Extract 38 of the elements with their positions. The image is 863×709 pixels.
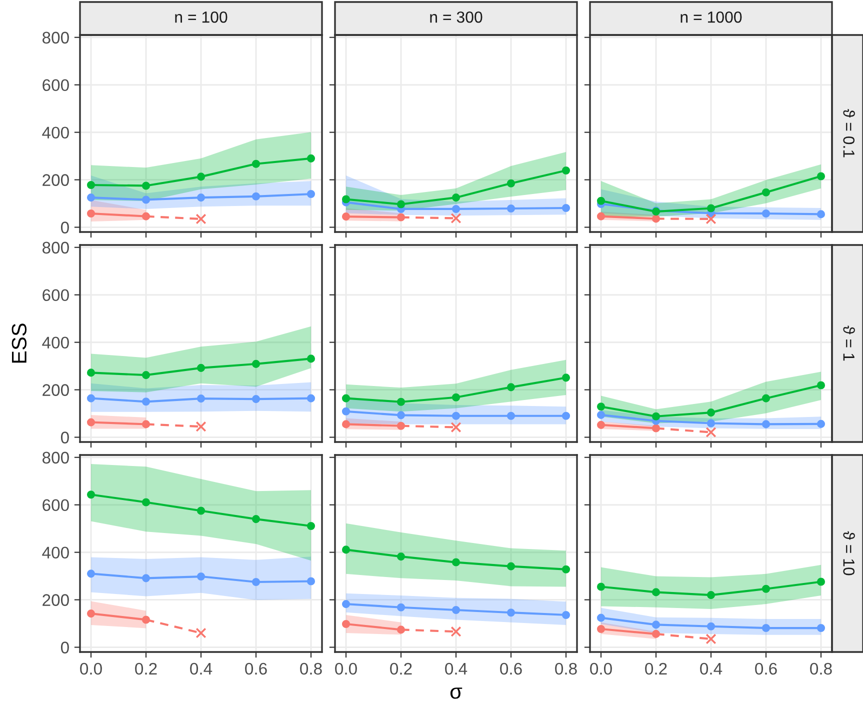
x-tick-label: 0.2 [135, 662, 157, 675]
y-tick-label: 200 [42, 594, 69, 606]
x-tick-label: 0.2 [390, 662, 412, 675]
x-axis-title: σ [450, 688, 462, 699]
y2-axis-title: ϑ = 10 [843, 531, 855, 576]
x-tick-label: 0.0 [335, 662, 357, 675]
y2-axis-title: ϑ = 0.1 [843, 109, 855, 158]
x-tick-label: 0.6 [755, 662, 777, 675]
x-tick-label: 0.6 [245, 662, 267, 675]
x-tick-label: 0.8 [300, 662, 322, 675]
y-tick-label: 400 [42, 126, 69, 139]
y-tick-label: 600 [42, 79, 69, 92]
chart-title: n = 300 [430, 11, 482, 23]
x-tick-label: 0.4 [445, 662, 468, 675]
y-tick-label: 200 [42, 174, 69, 186]
x-tick-label: 0.4 [700, 662, 722, 675]
y-tick-label: 600 [42, 289, 69, 302]
y-tick-label: 800 [42, 242, 69, 254]
y-tick-label: 400 [42, 336, 69, 349]
chart-title: n = 1000 [680, 11, 742, 23]
x-tick-label: 0.8 [810, 662, 832, 675]
y-tick-label: 800 [42, 32, 69, 44]
y-tick-label: 600 [42, 499, 69, 512]
x-tick-label: 0.4 [190, 662, 212, 675]
y-tick-label: 400 [42, 546, 69, 559]
y2-axis-title: ϑ = 1 [843, 326, 855, 361]
y-axis-title: ESS [12, 324, 27, 363]
chart-title: n = 100 [175, 11, 228, 23]
y-tick-label: 0 [60, 222, 69, 234]
x-tick-label: 0.2 [645, 662, 667, 675]
y-tick-label: 200 [42, 384, 69, 396]
y-tick-label: 0 [60, 642, 69, 654]
y-tick-label: 0 [60, 432, 69, 444]
x-tick-label: 0.6 [500, 662, 522, 675]
y-tick-label: 800 [42, 452, 69, 464]
x-tick-label: 0.0 [590, 662, 612, 675]
x-tick-label: 0.8 [555, 662, 577, 675]
x-tick-label: 0.0 [80, 662, 102, 675]
